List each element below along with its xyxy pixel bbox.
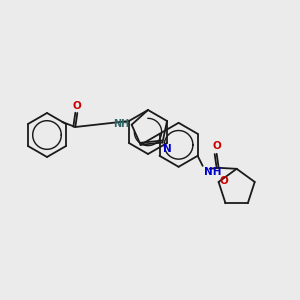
Text: NH: NH [204, 167, 221, 177]
Text: O: O [73, 101, 82, 111]
Text: O: O [212, 141, 221, 151]
Text: NH: NH [113, 119, 130, 129]
Text: O: O [220, 176, 228, 186]
Text: N: N [164, 143, 172, 154]
